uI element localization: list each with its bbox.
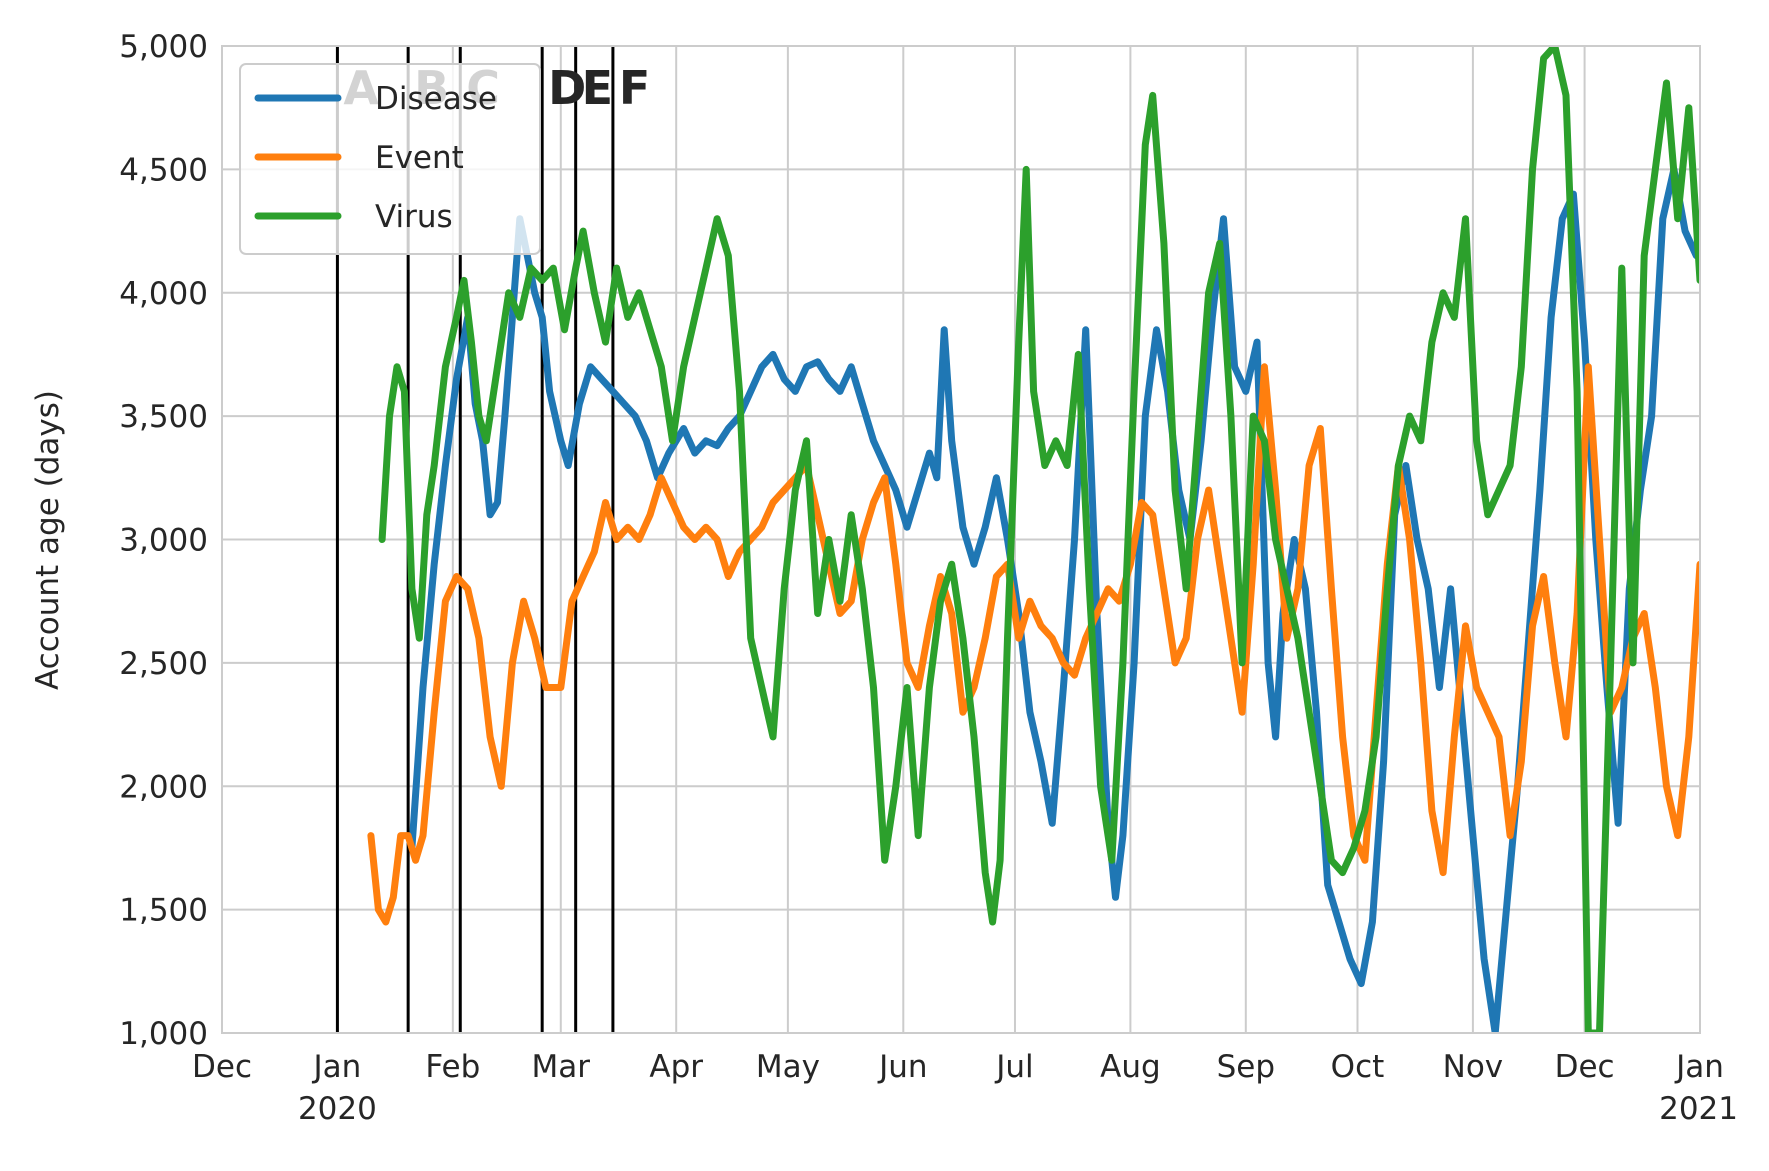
event-label: E bbox=[582, 61, 613, 115]
x-tick-label: Apr bbox=[649, 1049, 703, 1085]
x-tick-label: Oct bbox=[1331, 1049, 1385, 1085]
y-tick-label: 1,500 bbox=[119, 893, 208, 929]
x-tick-label: May bbox=[756, 1049, 820, 1085]
x-tick-sublabel: 2021 bbox=[1659, 1091, 1738, 1127]
x-tick-label: Jun bbox=[877, 1049, 927, 1085]
x-tick-label: Mar bbox=[532, 1049, 591, 1085]
event-label: F bbox=[619, 61, 650, 115]
x-tick-label: Nov bbox=[1443, 1049, 1504, 1085]
x-tick-label: Jan bbox=[312, 1049, 362, 1085]
y-axis-ticks: 1,000 1,500 2,000 2,500 3,000 3,500 4,000 4,500… bbox=[119, 29, 208, 1052]
y-tick-label: 3,500 bbox=[119, 399, 208, 435]
x-tick-label: Aug bbox=[1100, 1049, 1161, 1085]
event-label: D bbox=[548, 61, 586, 115]
legend-box bbox=[239, 63, 541, 255]
series-line-virus bbox=[378, 46, 1700, 1033]
legend-label: Event bbox=[375, 140, 464, 176]
x-tick-label: Dec bbox=[1555, 1049, 1615, 1085]
plot-frame bbox=[221, 45, 1701, 1034]
y-tick-label: 3,000 bbox=[119, 523, 208, 559]
legend: Disease Event Virus bbox=[239, 63, 541, 255]
series-line-event bbox=[367, 363, 1700, 926]
legend-label: Virus bbox=[375, 199, 453, 235]
x-tick-label: Feb bbox=[425, 1049, 480, 1085]
y-tick-label: 5,000 bbox=[119, 29, 208, 65]
y-tick-label: 2,500 bbox=[119, 646, 208, 682]
y-tick-label: 4,500 bbox=[119, 152, 208, 188]
y-axis-label: Account age (days) bbox=[30, 390, 66, 690]
legend-label: Disease bbox=[375, 81, 497, 117]
x-tick-label: Jan bbox=[1674, 1049, 1724, 1085]
y-tick-label: 2,000 bbox=[119, 769, 208, 805]
y-tick-label: 4,000 bbox=[119, 276, 208, 312]
x-tick-label: Dec bbox=[192, 1049, 252, 1085]
x-tick-sublabel: 2020 bbox=[298, 1091, 377, 1127]
y-tick-label: 1,000 bbox=[119, 1016, 208, 1052]
x-tick-label: Sep bbox=[1217, 1049, 1275, 1085]
series-lines bbox=[367, 46, 1700, 1033]
series-line-disease bbox=[408, 165, 1700, 1033]
x-axis-ticks: Dec Jan 2020 Feb Mar Apr May Jun Jul Aug Sep Oct Nov… bbox=[192, 1049, 1738, 1127]
x-tick-label: Jul bbox=[994, 1049, 1033, 1085]
